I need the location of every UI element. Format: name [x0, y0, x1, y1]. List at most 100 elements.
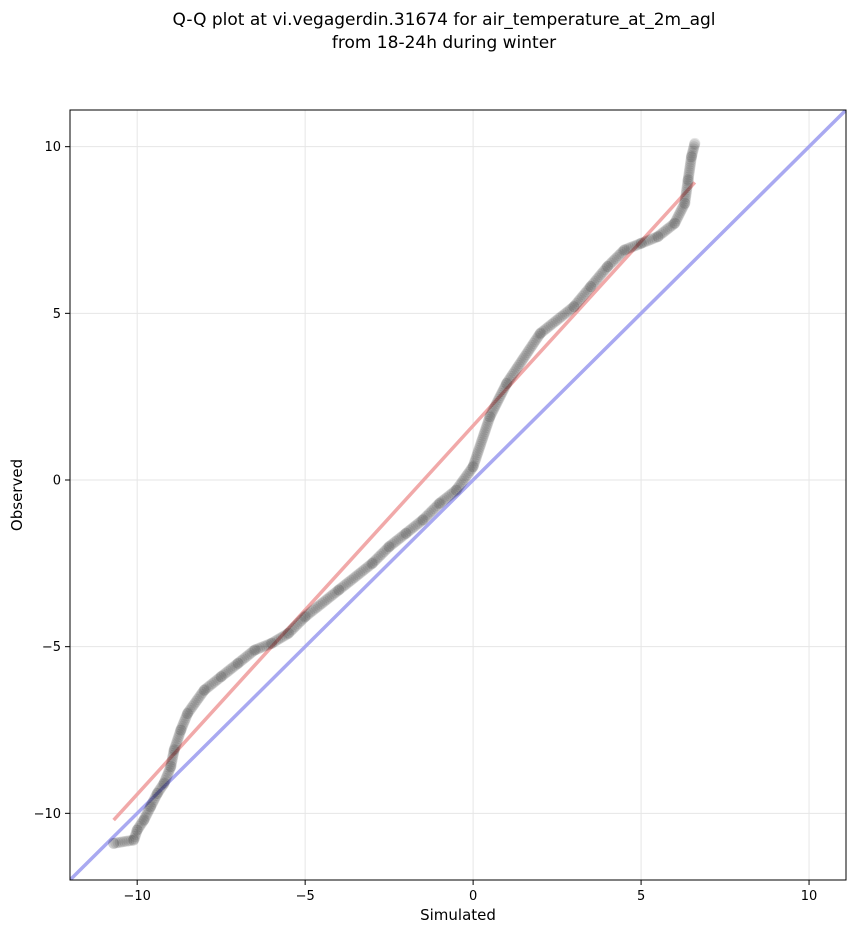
qq-point	[166, 756, 178, 768]
qq-point	[131, 824, 143, 836]
qq-point	[568, 301, 580, 313]
qq-point	[132, 822, 144, 834]
qq-point	[143, 803, 155, 815]
qq-point	[467, 461, 479, 473]
qq-point	[503, 374, 515, 386]
qq-point	[654, 229, 666, 241]
x-tick-label: 5	[637, 889, 645, 904]
qq-point	[611, 251, 623, 263]
qq-point	[678, 199, 690, 211]
qq-point	[166, 754, 178, 766]
qq-point	[112, 837, 124, 849]
qq-point	[502, 376, 514, 388]
qq-point	[475, 436, 487, 448]
qq-point	[176, 722, 188, 734]
qq-point	[217, 669, 229, 681]
qq-point	[423, 507, 435, 519]
qq-point	[277, 630, 289, 642]
qq-point	[489, 401, 501, 413]
qq-point	[460, 470, 472, 482]
qq-point	[181, 710, 193, 722]
qq-point	[475, 438, 487, 450]
qq-point	[165, 761, 177, 773]
qq-point	[445, 488, 457, 500]
qq-point	[283, 627, 295, 639]
qq-point	[347, 573, 359, 585]
qq-point	[177, 718, 189, 730]
qq-point	[430, 501, 442, 513]
qq-point	[157, 778, 169, 790]
qq-point	[282, 627, 294, 639]
qq-point	[284, 625, 296, 637]
qq-point	[127, 834, 139, 846]
qq-point	[232, 657, 244, 669]
qq-point	[244, 648, 256, 660]
qq-point	[685, 151, 697, 163]
qq-point	[667, 218, 679, 230]
y-tick-label: −5	[42, 640, 61, 655]
qq-point	[405, 523, 417, 535]
qq-point	[179, 714, 191, 726]
y-tick-label: −10	[34, 807, 61, 822]
qq-point	[428, 503, 440, 515]
axis-ticks: −10 −5 0 5 10 −10 −5 0 5 10	[34, 140, 818, 904]
qq-point	[416, 515, 428, 527]
qq-point	[447, 487, 459, 499]
qq-point	[125, 834, 137, 846]
qq-point	[642, 235, 654, 247]
qq-point	[680, 191, 692, 203]
qq-point	[677, 201, 689, 213]
qq-point	[686, 147, 698, 159]
qq-point	[264, 638, 276, 650]
qq-point	[412, 518, 424, 530]
qq-point	[298, 611, 310, 623]
qq-point	[625, 241, 637, 253]
qq-point	[420, 510, 432, 522]
qq-point	[305, 606, 317, 618]
qq-point	[438, 494, 450, 506]
qq-point	[571, 297, 583, 309]
qq-point	[258, 640, 270, 652]
qq-point	[286, 624, 298, 636]
qq-point	[683, 164, 695, 176]
qq-point	[687, 145, 699, 157]
qq-point	[201, 682, 213, 694]
qq-point	[578, 289, 590, 301]
qq-point	[686, 149, 698, 161]
qq-point	[682, 173, 694, 185]
qq-point	[359, 563, 371, 575]
qq-point	[586, 279, 598, 291]
qq-point	[186, 701, 198, 713]
qq-point	[534, 327, 546, 339]
qq-point	[136, 817, 148, 829]
qq-point	[348, 572, 360, 584]
qq-point	[479, 426, 491, 438]
qq-point	[440, 492, 452, 504]
qq-point	[601, 261, 613, 273]
qq-point	[119, 836, 131, 848]
qq-point	[362, 561, 374, 573]
qq-point	[488, 403, 500, 415]
qq-point	[573, 294, 585, 306]
qq-point	[603, 259, 615, 271]
qq-point	[314, 599, 326, 611]
qq-point	[210, 675, 222, 687]
qq-point	[142, 805, 154, 817]
qq-point	[188, 699, 200, 711]
x-axis-label: Simulated	[420, 906, 496, 924]
qq-point	[659, 225, 671, 237]
qq-point	[299, 611, 311, 623]
qq-point	[148, 793, 160, 805]
qq-point	[600, 262, 612, 274]
qq-point	[366, 558, 378, 570]
qq-point	[149, 792, 161, 804]
qq-point	[425, 506, 437, 518]
qq-point	[520, 348, 532, 360]
qq-point	[335, 583, 347, 595]
qq-point	[551, 314, 563, 326]
qq-point	[175, 724, 187, 736]
qq-point	[410, 519, 422, 531]
qq-point	[241, 650, 253, 662]
qq-point	[288, 622, 300, 634]
chart-title-line-2: from 18-24h during winter	[332, 33, 556, 53]
